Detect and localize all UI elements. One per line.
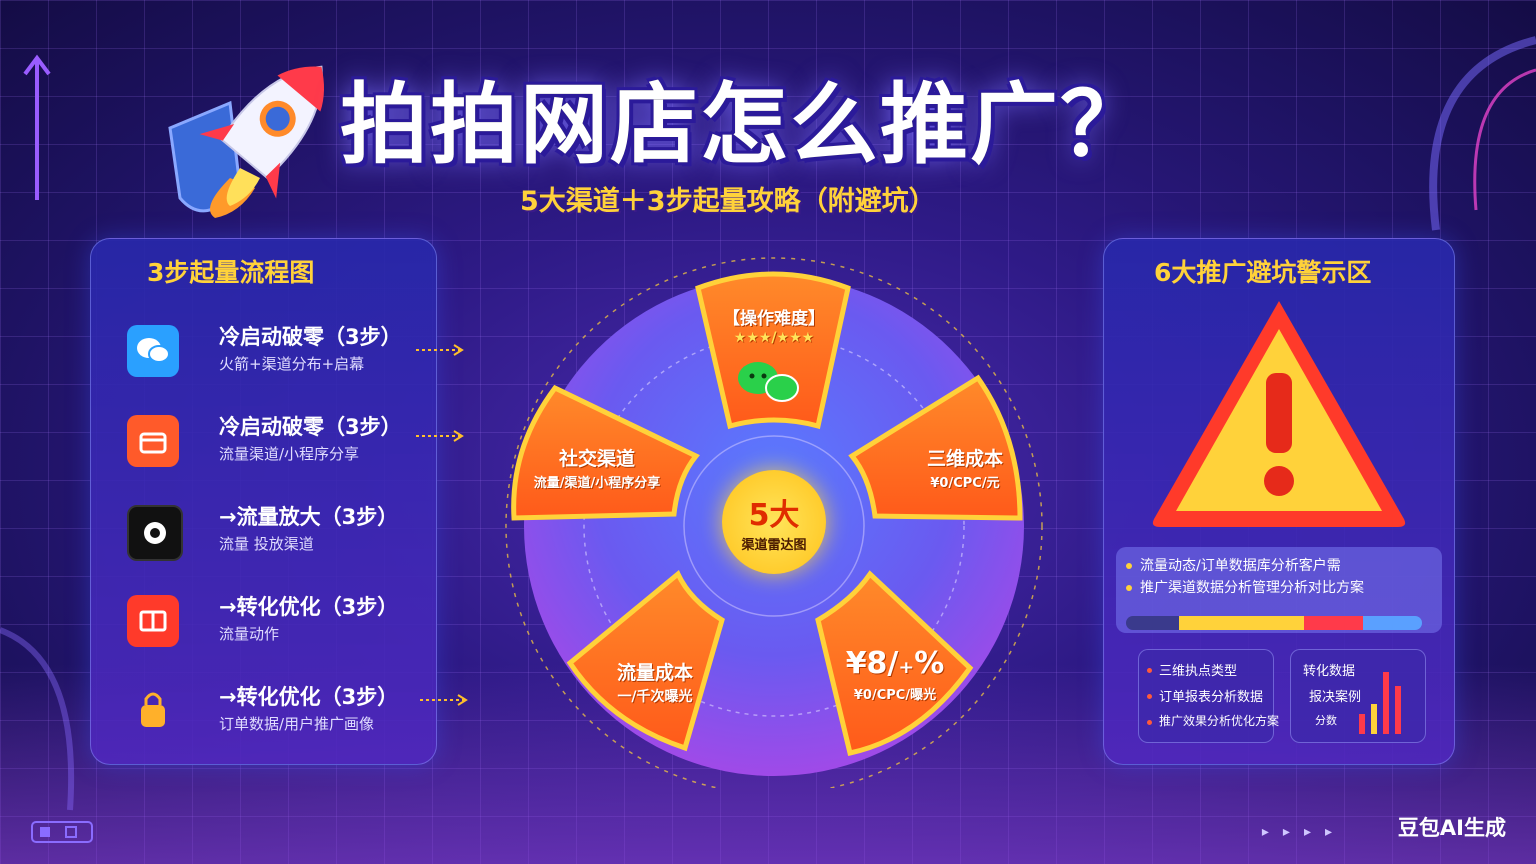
analysis-card: 三维执点类型 订单报表分析数据 推广效果分析优化方案 [1138, 649, 1279, 743]
flow-step-desc: 流量渠道/小程序分享 [219, 445, 360, 463]
decor-play-icons: ▸▸▸▸ [1261, 824, 1346, 840]
flow-step-title: 冷启动破零（3步） [219, 415, 402, 439]
data-item: 报决案例 [1309, 690, 1362, 705]
page-title: 拍拍网店怎么推广？ [340, 73, 1151, 176]
flow-step-title: →流量放大（3步） [219, 505, 399, 529]
flow-panel-title: 3步起量流程图 [147, 258, 315, 287]
flow-panel: 3步起量流程图 冷启动破零（3步） 火箭+渠道分布+启幕 冷启动破零（3步） 流… [90, 238, 437, 765]
decor-arc [1429, 36, 1536, 231]
ai-watermark: 豆包AI生成 [1397, 816, 1506, 840]
mini-bar-chart [1359, 672, 1401, 734]
wheel-segment-difficulty [695, 271, 851, 430]
warning-note: 推广渠道数据分析管理分析对比方案 [1140, 580, 1364, 596]
flow-arrow-icon [416, 430, 464, 442]
flow-step-desc: 火箭+渠道分布+启幕 [219, 355, 365, 373]
segment-sub: 流量/渠道/小程序分享 [533, 476, 661, 491]
wechat-icon [127, 325, 179, 377]
decor-arc [0, 627, 75, 811]
segment-sub: ★★★/★★★ [733, 330, 815, 346]
segment-sub: ¥0/CPC/曝光 [853, 688, 937, 703]
progress-segment [1179, 616, 1304, 630]
analysis-item: 订单报表分析数据 [1159, 690, 1264, 705]
flow-step-desc: 流量动作 [219, 625, 280, 643]
flow-step-title: →转化优化（3步） [219, 685, 399, 709]
page-subtitle: 5大渠道＋3步起量攻略（附避坑） [520, 186, 936, 217]
flow-arrow-icon [416, 344, 464, 356]
analysis-item: 三维执点类型 [1159, 664, 1238, 679]
wheel-segment-traffic-cost [566, 570, 725, 752]
bullet-icon [1147, 720, 1152, 725]
wheel-center-title: 5大 [748, 498, 800, 533]
flow-arrow-icon [420, 694, 468, 706]
bullet-icon [1147, 694, 1152, 699]
progress-segment [1126, 616, 1180, 630]
wheel-segment-percent [815, 570, 974, 756]
data-card: 转化数据 报决案例 分数 [1290, 649, 1426, 743]
warning-icon [1152, 301, 1406, 527]
segment-sub: 一/千次曝光 [617, 689, 693, 705]
wheel-segment-social [511, 384, 700, 521]
flow-step-3: →流量放大（3步） 流量 投放渠道 [127, 501, 427, 571]
channel-wheel: 【操作难度】 ★★★/★★★ 三维成本 ¥0/CPC/元 ¥8/₊% ¥0/CP… [500, 248, 1060, 788]
flow-step-1: 冷启动破零（3步） 火箭+渠道分布+启幕 [127, 321, 427, 391]
segment-title: ¥8/₊% [845, 646, 945, 681]
flow-step-4: →转化优化（3步） 流量动作 [127, 591, 427, 661]
data-item: 转化数据 [1303, 664, 1356, 679]
wheel-center: 5大 渠道雷达图 [722, 470, 826, 574]
analysis-item: 推广效果分析优化方案 [1159, 714, 1280, 728]
rocket-icon [168, 65, 325, 218]
shop-icon [127, 415, 179, 467]
bullet-icon [1147, 668, 1152, 673]
wheel-segment-cost [848, 374, 1023, 521]
data-item: 分数 [1315, 714, 1337, 727]
up-arrow-icon [23, 54, 51, 200]
flow-step-title: →转化优化（3步） [219, 595, 399, 619]
flow-step-title: 冷启动破零（3步） [219, 325, 402, 349]
wechat-icon [738, 362, 799, 402]
segment-title: 社交渠道 [558, 448, 635, 470]
store-icon [127, 595, 179, 647]
progress-segment [1362, 616, 1422, 630]
risk-progress-bar [1126, 616, 1422, 630]
flow-step-desc: 流量 投放渠道 [219, 535, 314, 553]
flow-step-2: 冷启动破零（3步） 流量渠道/小程序分享 [127, 411, 427, 481]
segment-sub: ¥0/CPC/元 [930, 476, 1000, 491]
warning-panel-title: 6大推广避坑警示区 [1154, 258, 1372, 287]
bullet-icon [1126, 585, 1132, 591]
segment-title: 【操作难度】 [723, 309, 825, 329]
wheel-center-subtitle: 渠道雷达图 [741, 538, 807, 553]
lock-icon [127, 685, 179, 737]
camera-icon [127, 505, 183, 561]
bullet-icon [1126, 563, 1132, 569]
flow-step-desc: 订单数据/用户推广画像 [219, 715, 375, 733]
progress-segment [1303, 616, 1363, 630]
segment-title: 流量成本 [616, 662, 693, 684]
segment-title: 三维成本 [926, 448, 1003, 470]
warning-note: 流量动态/订单数据库分析客户需 [1140, 558, 1341, 574]
flow-step-5: →转化优化（3步） 订单数据/用户推广画像 [127, 681, 427, 751]
warning-panel: 6大推广避坑警示区 流量动态/订单数据库分析客户需 推广渠道数据分析管理分析对比… [1103, 238, 1455, 765]
decor-chip-icon [31, 821, 93, 843]
